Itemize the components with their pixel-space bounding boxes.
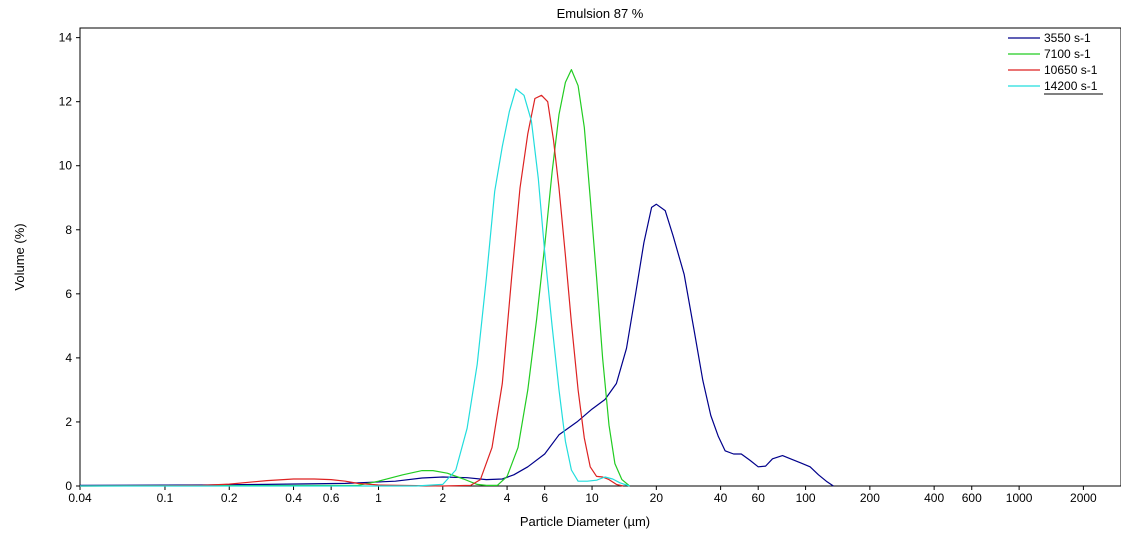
x-tick-label: 200 — [860, 491, 880, 505]
y-tick-label: 10 — [59, 159, 73, 173]
y-axis-label: Volume (%) — [12, 223, 27, 290]
y-tick-label: 2 — [65, 415, 72, 429]
x-tick-label: 0.04 — [68, 491, 92, 505]
y-tick-label: 12 — [59, 95, 73, 109]
y-tick-label: 6 — [65, 287, 72, 301]
x-tick-label: 10 — [585, 491, 599, 505]
y-axis: 0 2 4 6 8 10 12 14 — [59, 31, 80, 493]
series-line-4 — [80, 88, 630, 487]
x-axis-label: Particle Diameter (µm) — [520, 514, 650, 529]
series-line-3 — [79, 94, 624, 487]
y-tick-label: 14 — [59, 31, 73, 45]
x-tick-label: 400 — [924, 491, 944, 505]
x-tick-label: 0.2 — [221, 491, 238, 505]
legend-label: 14200 s-1 — [1044, 79, 1098, 93]
x-tick-label: 6 — [541, 491, 548, 505]
legend-label: 7100 s-1 — [1044, 47, 1091, 61]
x-tick-label: 0.6 — [323, 491, 340, 505]
x-tick-label: 0.4 — [285, 491, 302, 505]
x-tick-label: 1000 — [1006, 491, 1033, 505]
x-tick-label: 2 — [439, 491, 446, 505]
series-line-1 — [79, 203, 834, 487]
chart-title: Emulsion 87 % — [557, 6, 644, 21]
series-lines — [79, 68, 834, 487]
x-tick-label: 0.1 — [157, 491, 174, 505]
y-tick-label: 4 — [65, 351, 72, 365]
y-tick-label: 8 — [65, 223, 72, 237]
x-axis: 0.04 0.1 0.2 0.4 0.6 1 2 4 6 10 20 40 60 100 200 400 600… — [68, 486, 1097, 505]
x-tick-label: 40 — [714, 491, 728, 505]
legend: 3550 s-1 7100 s-1 10650 s-1 14200 s-1 — [1008, 31, 1103, 95]
legend-label: 3550 s-1 — [1044, 31, 1091, 45]
x-tick-label: 1 — [375, 491, 382, 505]
x-tick-label: 2000 — [1070, 491, 1097, 505]
x-tick-label: 100 — [796, 491, 816, 505]
legend-label: 10650 s-1 — [1044, 63, 1098, 77]
x-tick-label: 20 — [650, 491, 664, 505]
series-line-2 — [79, 68, 630, 487]
plot-area — [79, 27, 1121, 487]
y-tick-label: 0 — [65, 479, 72, 493]
x-tick-label: 600 — [962, 491, 982, 505]
x-tick-label: 60 — [752, 491, 766, 505]
x-tick-label: 4 — [504, 491, 511, 505]
